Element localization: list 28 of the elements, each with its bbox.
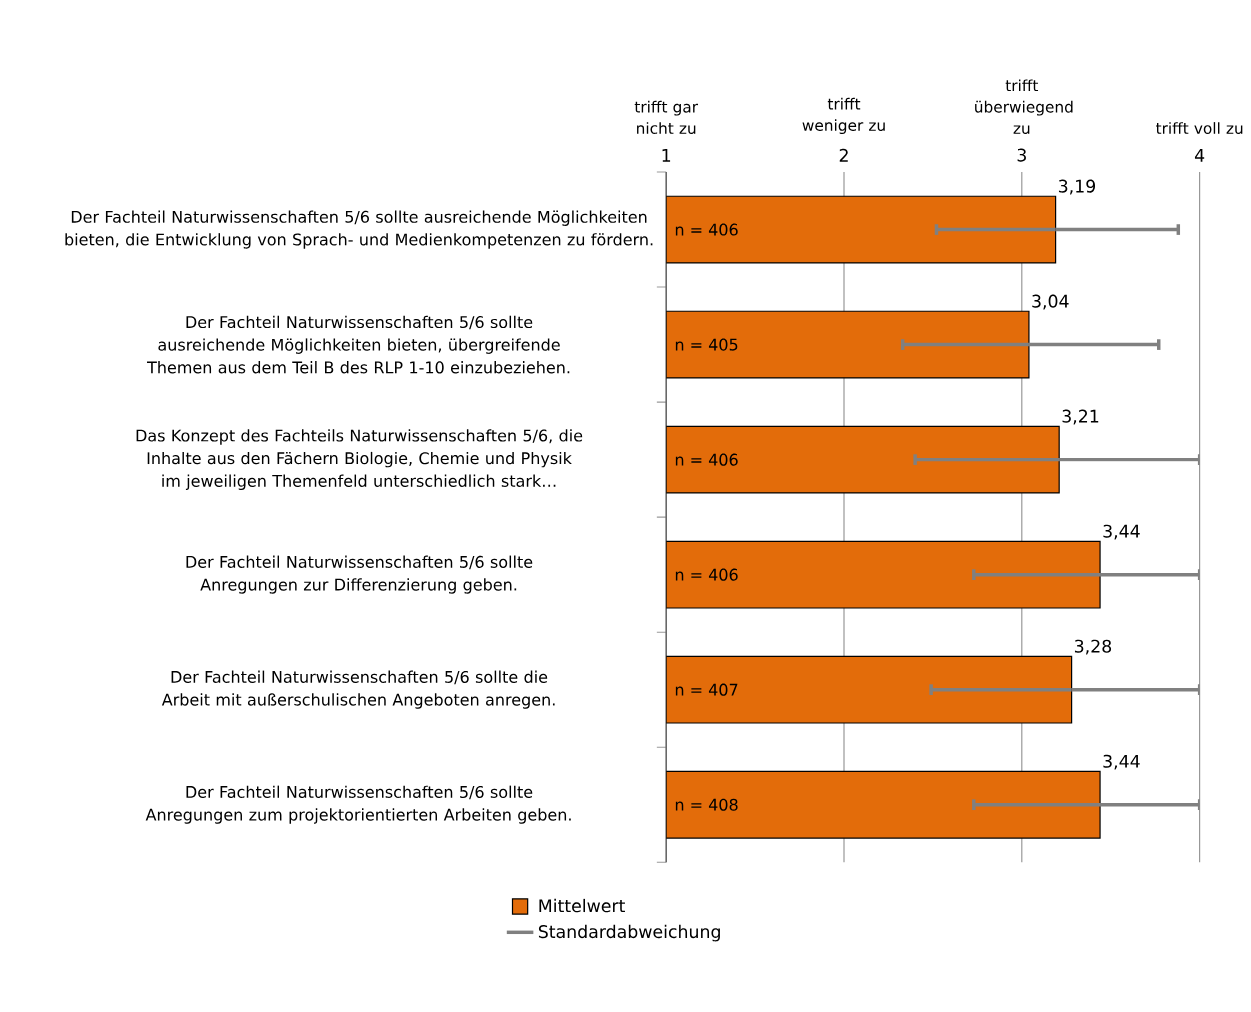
annotation: n = 406 — [675, 568, 738, 581]
y-tick-label: Das Konzept des Fachteils Naturwissenschaften 5/6, die Inhalte aus den Fächern Biologie, Chemie und Physik im jeweiligen Themenfeld unterschiedlich stark… — [136, 429, 583, 490]
y-tick-label: Der Fachteil Naturwissenschaften 5/6 sollte die Arbeit mit außerschulischen Angeboten anregen. — [161, 670, 555, 709]
data-label: 3,04 — [1032, 294, 1069, 310]
text: trifft weniger zu — [802, 97, 885, 134]
legend-label: Mittelwert — [539, 898, 625, 913]
text: trifft gar nicht zu — [634, 100, 699, 134]
y-tick-label: Der Fachteil Naturwissenschaften 5/6 sollte Anregungen zum projektorientierten Arbeiten geben. — [145, 785, 571, 824]
annotation: n = 406 — [675, 453, 738, 466]
data-label: 3,21 — [1062, 409, 1099, 425]
x-tick-label: 3 — [1017, 148, 1026, 162]
x-tick-label: 4 — [1194, 148, 1205, 162]
y-tick-label: Der Fachteil Naturwissenschaften 5/6 sollte ausreichende Möglichkeiten bieten, die Entwicklung von Sprach- und Medienkompetenzen zu fördern. — [65, 210, 653, 249]
data-label: 3,44 — [1103, 754, 1140, 770]
annotation: n = 407 — [675, 683, 738, 696]
text: trifft voll zu — [1156, 122, 1243, 134]
annotation: n = 406 — [675, 223, 738, 236]
y-tick-label: Der Fachteil Naturwissenschaften 5/6 sollte ausreichende Möglichkeiten bieten, übergreifende Themen aus dem Teil B des RLP 1-10 einzubeziehen. — [147, 315, 570, 374]
x-tick-label: 2 — [839, 148, 848, 162]
text: trifft überwiegend zu — [975, 79, 1073, 134]
text: Standardabweichung — [538, 924, 720, 942]
data-label: 3,44 — [1103, 524, 1140, 540]
y-tick-label: Der Fachteil Naturwissenschaften 5/6 sollte Anregungen zur Differenzierung geben. — [186, 555, 533, 594]
annotation: n = 405 — [675, 338, 738, 351]
x-tick-label: 1 — [662, 148, 671, 162]
data-label: 3,28 — [1074, 639, 1112, 655]
annotation: n = 408 — [675, 798, 738, 811]
data-label: 3,19 — [1058, 179, 1096, 195]
